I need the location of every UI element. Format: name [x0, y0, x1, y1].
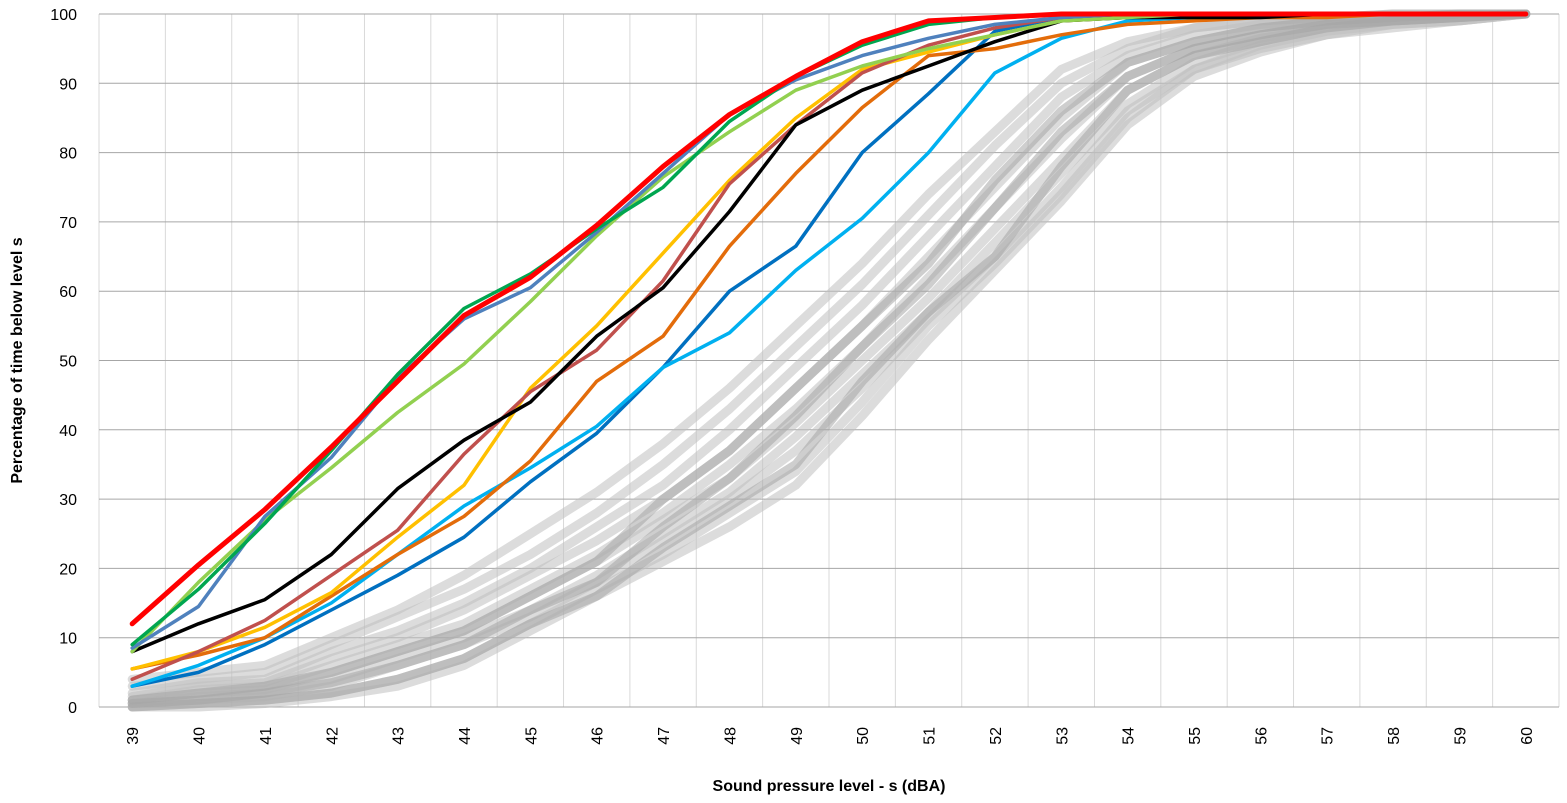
- y-tick-label: 30: [59, 492, 77, 509]
- y-tick-labels: 0 10 20 30 40 50 60 70 80 90 100: [50, 7, 77, 717]
- x-tick-label: 49: [789, 727, 806, 745]
- x-tick-label: 44: [457, 727, 474, 745]
- y-tick-label: 40: [59, 423, 77, 440]
- x-tick-label: 59: [1452, 727, 1469, 745]
- background-series-line: [127, 9, 1531, 705]
- x-tick-label: 46: [590, 727, 607, 745]
- y-tick-label: 0: [68, 700, 77, 717]
- x-tick-label: 39: [125, 727, 142, 745]
- x-tick-label: 40: [192, 727, 209, 745]
- x-tick-label: 54: [1121, 727, 1138, 745]
- y-axis-title: Percentage of time below level s: [9, 237, 26, 483]
- x-tick-label: 48: [722, 727, 739, 745]
- x-tick-label: 45: [523, 727, 540, 745]
- x-tick-label: 51: [922, 727, 939, 745]
- x-tick-labels: 39 40 41 42 43 44 45 46 47 48 49 50 51 52 53 54 55 56 57 58…: [125, 727, 1536, 745]
- x-tick-label: 41: [258, 727, 275, 745]
- y-tick-label: 50: [59, 354, 77, 371]
- background-lines: [127, 9, 1531, 712]
- y-tick-label: 80: [59, 146, 77, 163]
- y-tick-label: 100: [50, 7, 77, 24]
- y-tick-label: 20: [59, 561, 77, 578]
- x-tick-label: 47: [656, 727, 673, 745]
- y-tick-label: 70: [59, 215, 77, 232]
- series-line: [129, 11, 1529, 627]
- y-tick-label: 90: [59, 76, 77, 93]
- x-tick-label: 58: [1386, 727, 1403, 745]
- highlight-lines: [129, 11, 1529, 688]
- x-tick-label: 43: [391, 727, 408, 745]
- x-tick-label: 60: [1519, 727, 1536, 745]
- x-tick-label: 56: [1253, 727, 1270, 745]
- x-tick-label: 53: [1054, 727, 1071, 745]
- y-tick-label: 60: [59, 284, 77, 301]
- background-series-line: [127, 9, 1531, 712]
- background-series-line: [127, 9, 1531, 708]
- x-axis-title: Sound pressure level - s (dBA): [713, 778, 946, 795]
- x-tick-label: 50: [855, 727, 872, 745]
- x-tick-label: 55: [1187, 727, 1204, 745]
- x-tick-label: 52: [988, 727, 1005, 745]
- y-tick-label: 10: [59, 631, 77, 648]
- x-tick-label: 57: [1320, 727, 1337, 745]
- background-series-line: [127, 9, 1531, 712]
- x-tick-label: 42: [324, 727, 341, 745]
